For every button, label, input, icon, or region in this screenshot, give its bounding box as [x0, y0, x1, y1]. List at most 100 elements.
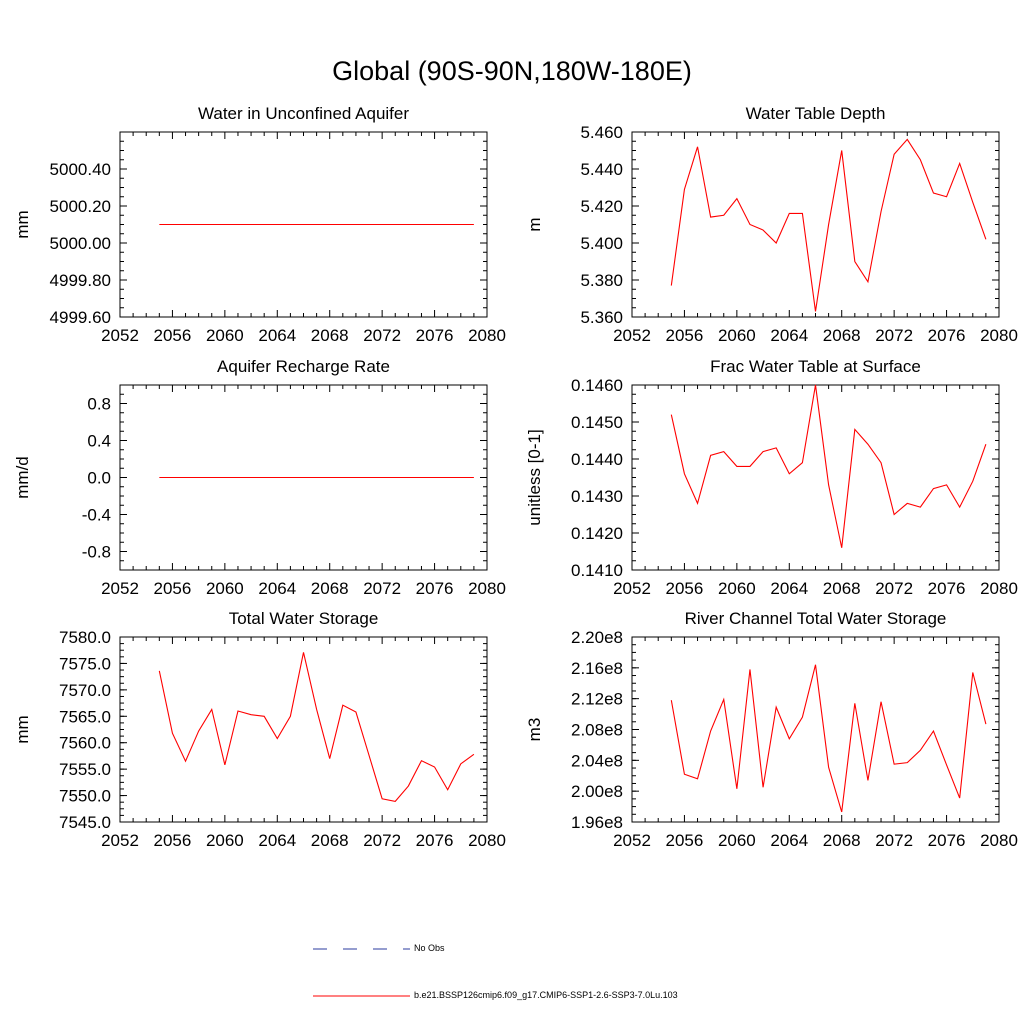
panel-title: Total Water Storage: [229, 609, 379, 628]
y-tick-label: 0.1430: [571, 487, 623, 506]
y-tick-label: 0.1440: [571, 450, 623, 469]
x-tick-label: 2076: [416, 831, 454, 850]
x-tick-label: 2056: [666, 831, 704, 850]
y-tick-label: 2.04e8: [571, 751, 623, 770]
y-tick-label: 7575.0: [59, 654, 111, 673]
series-line: [670, 138, 987, 312]
panel-frac-water-table-surface: Frac Water Table at Surface 2052 2056 2060 2…: [525, 357, 1018, 598]
x-tick-label: 2056: [666, 326, 704, 345]
panel-title: Water in Unconfined Aquifer: [198, 104, 409, 123]
legend-series-label: b.e21.BSSP126cmip6.f09_g17.CMIP6-SSP1-2.…: [414, 990, 678, 1000]
y-tick-label: -0.8: [82, 543, 111, 562]
y-tick-label: 0.1410: [571, 561, 623, 580]
series-line: [670, 664, 987, 813]
x-tick-label: 2076: [416, 579, 454, 598]
series-line: [158, 652, 475, 802]
figure-title: Global (90S-90N,180W-180E): [332, 56, 692, 86]
x-tick-label: 2072: [875, 326, 913, 345]
y-tick-label: 7560.0: [59, 734, 111, 753]
x-tick-label: 2056: [666, 579, 704, 598]
x-tick-label: 2080: [468, 326, 506, 345]
x-tick-label: 2080: [980, 579, 1018, 598]
y-tick-label: 1.96e8: [571, 813, 623, 832]
x-tick-label: 2056: [154, 831, 192, 850]
x-tick-label: 2060: [718, 831, 756, 850]
y-tick-label: 2.08e8: [571, 721, 623, 740]
y-axis-label: m3: [525, 718, 544, 742]
panel-water-unconfined-aquifer: Water in Unconfined Aquifer 2052 2056 2060 2…: [13, 104, 506, 345]
y-tick-label: 5.440: [580, 160, 623, 179]
x-tick-label: 2068: [311, 326, 349, 345]
panel-title: Water Table Depth: [746, 104, 886, 123]
x-tick-label: 2052: [613, 326, 651, 345]
x-tick-label: 2076: [416, 326, 454, 345]
x-tick-label: 2072: [875, 579, 913, 598]
y-tick-label: 5.360: [580, 308, 623, 327]
y-axis-label: m: [525, 217, 544, 231]
x-tick-label: 2072: [363, 831, 401, 850]
x-tick-label: 2072: [363, 326, 401, 345]
y-axis-label: unitless [0-1]: [525, 429, 544, 525]
plot-frame: [631, 131, 1000, 318]
y-tick-label: 5.420: [580, 197, 623, 216]
y-tick-label: 0.1450: [571, 413, 623, 432]
x-tick-label: 2064: [770, 831, 808, 850]
x-tick-label: 2064: [258, 831, 296, 850]
panel-title: River Channel Total Water Storage: [685, 609, 947, 628]
x-tick-label: 2064: [770, 579, 808, 598]
x-tick-label: 2080: [980, 831, 1018, 850]
y-tick-label: 7545.0: [59, 813, 111, 832]
x-tick-label: 2060: [206, 579, 244, 598]
y-axis-label: mm: [13, 210, 32, 238]
x-tick-label: 2068: [823, 579, 861, 598]
y-tick-label: 7580.0: [59, 628, 111, 647]
x-tick-label: 2060: [718, 326, 756, 345]
x-tick-label: 2052: [613, 831, 651, 850]
legend-obs-label: No Obs: [414, 943, 445, 953]
y-tick-label: 5000.00: [50, 234, 111, 253]
x-tick-label: 2064: [258, 326, 296, 345]
y-tick-label: 7550.0: [59, 787, 111, 806]
y-tick-label: 7555.0: [59, 760, 111, 779]
y-tick-label: 0.4: [87, 432, 111, 451]
y-tick-label: 2.16e8: [571, 659, 623, 678]
x-tick-label: 2052: [101, 831, 139, 850]
y-tick-label: 5000.40: [50, 160, 111, 179]
x-tick-label: 2072: [363, 579, 401, 598]
y-axis-label: mm: [13, 715, 32, 743]
y-tick-label: 0.0: [87, 469, 111, 488]
y-tick-label: 0.8: [87, 395, 111, 414]
y-tick-label: 7570.0: [59, 681, 111, 700]
x-tick-label: 2080: [980, 326, 1018, 345]
series-line: [670, 384, 987, 548]
plot-frame: [119, 636, 488, 823]
x-tick-label: 2072: [875, 831, 913, 850]
x-tick-label: 2076: [928, 579, 966, 598]
x-tick-label: 2076: [928, 326, 966, 345]
y-tick-label: 0.1420: [571, 524, 623, 543]
y-tick-label: 5000.20: [50, 197, 111, 216]
x-tick-label: 2052: [613, 579, 651, 598]
panel-total-water-storage: Total Water Storage 2052 2056 2060 2064 2068 2…: [13, 609, 506, 850]
x-tick-label: 2076: [928, 831, 966, 850]
x-tick-label: 2064: [770, 326, 808, 345]
y-tick-label: 2.00e8: [571, 782, 623, 801]
y-tick-label: 2.20e8: [571, 628, 623, 647]
y-tick-label: 4999.60: [50, 308, 111, 327]
x-tick-label: 2068: [311, 831, 349, 850]
x-tick-label: 2052: [101, 579, 139, 598]
y-tick-label: 5.380: [580, 271, 623, 290]
x-tick-label: 2080: [468, 831, 506, 850]
x-tick-label: 2068: [823, 831, 861, 850]
y-tick-label: 0.1460: [571, 376, 623, 395]
panel-title: Frac Water Table at Surface: [710, 357, 921, 376]
y-tick-label: 5.400: [580, 234, 623, 253]
panel-title: Aquifer Recharge Rate: [217, 357, 390, 376]
x-tick-label: 2060: [206, 326, 244, 345]
y-tick-label: 2.12e8: [571, 690, 623, 709]
panel-water-table-depth: Water Table Depth 2052 2056 2060 2064 2068 207…: [525, 104, 1018, 345]
panel-aquifer-recharge-rate: Aquifer Recharge Rate 2052 2056 2060 2064 206…: [13, 357, 506, 598]
x-tick-label: 2056: [154, 326, 192, 345]
y-tick-label: 4999.80: [50, 271, 111, 290]
x-tick-label: 2068: [311, 579, 349, 598]
